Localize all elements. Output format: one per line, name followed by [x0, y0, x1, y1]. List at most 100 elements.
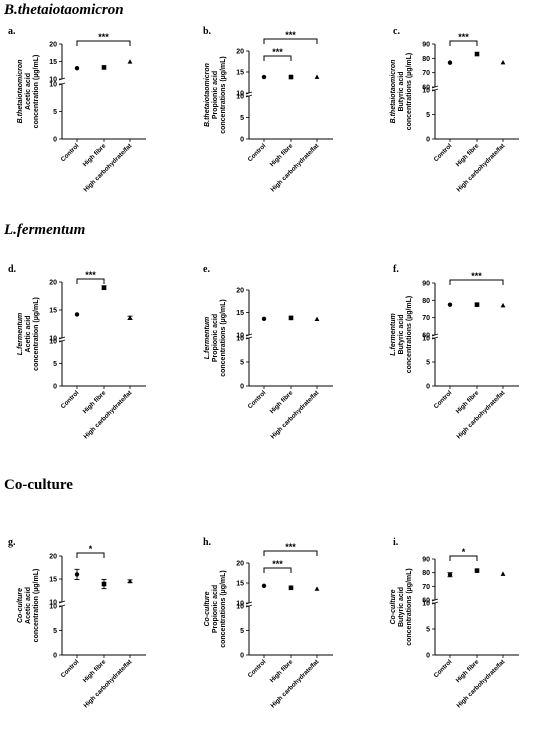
data-point-control	[74, 572, 80, 577]
y-tick-label: 10	[236, 336, 244, 343]
y-tick-label: 0	[240, 384, 244, 391]
section-title-coculture: Co-culture	[4, 477, 73, 493]
y-tick-label: 15	[236, 581, 244, 588]
x-category-label: High carbohydrate/fat	[455, 142, 507, 194]
y-tick-label: 15	[49, 308, 57, 315]
y-axis-label: Butyric acid	[398, 71, 405, 111]
x-category-label: Control	[433, 142, 454, 163]
x-category-label: High carbohydrate/fat	[269, 658, 321, 710]
x-category-label: High fibre	[269, 658, 295, 684]
y-axis-label: B.thetaiotaomicron	[204, 63, 211, 127]
y-tick-label: 20	[236, 288, 244, 295]
y-tick-label: 5	[426, 360, 430, 367]
y-tick-label: 5	[53, 361, 57, 368]
x-category-label: High fibre	[82, 658, 108, 684]
chart-panel-i: i. 60 70 80 90 0 5 10 Co-culture Butyric acid conc…	[390, 537, 519, 709]
y-tick-label: 10	[49, 339, 57, 346]
data-point-high-carb-fat	[500, 571, 506, 576]
x-category-label: High fibre	[455, 142, 481, 168]
y-tick-label: 90	[422, 281, 430, 288]
y-tick-label: 10	[49, 336, 57, 343]
data-point-high-carb-fat	[127, 59, 133, 64]
y-tick-label: 80	[422, 570, 430, 577]
y-tick-label: 20	[49, 554, 57, 561]
y-tick-label: 15	[49, 59, 57, 66]
y-tick-label: 20	[236, 561, 244, 568]
x-category-label: Control	[433, 658, 454, 679]
y-tick-label: 5	[53, 628, 57, 635]
data-point-high-fibre	[101, 285, 107, 290]
data-point-high-carb-fat	[314, 316, 320, 322]
x-category-label: High fibre	[82, 389, 108, 415]
y-tick-label: 5	[240, 115, 244, 122]
y-tick-label: 5	[53, 109, 57, 116]
chart-panel-g: g. 10 15 20 0 5 10 Co-culture Acetic acid concent…	[8, 537, 146, 709]
y-tick-label: 70	[422, 584, 430, 591]
data-point-high-fibre	[474, 568, 480, 573]
y-axis-label: Propionic acid	[212, 314, 219, 362]
y-axis-label: concentrations (µg/mL)	[406, 296, 413, 374]
y-tick-label: 60	[422, 598, 430, 605]
y-tick-label: 10	[49, 82, 57, 89]
data-point-high-fibre	[101, 65, 107, 70]
data-point-control	[447, 302, 453, 307]
significance-label: *	[89, 544, 93, 554]
data-point-high-fibre	[474, 51, 480, 57]
y-tick-label: 0	[426, 137, 430, 144]
y-tick-label: 10	[49, 77, 57, 84]
panel-label: a.	[8, 26, 16, 37]
data-point-high-fibre	[101, 581, 107, 587]
significance-bracket	[76, 40, 131, 46]
y-tick-label: 20	[49, 42, 57, 49]
x-category-label: Control	[60, 389, 81, 410]
y-tick-label: 0	[426, 384, 430, 391]
y-tick-label: 10	[236, 601, 244, 608]
significance-label: *	[462, 547, 466, 557]
y-tick-label: 15	[49, 577, 57, 584]
y-tick-label: 15	[236, 310, 244, 317]
y-tick-label: 90	[422, 42, 430, 49]
y-tick-label: 80	[422, 56, 430, 63]
y-tick-label: 10	[422, 336, 430, 343]
panel-label: b.	[203, 26, 212, 37]
chart-panel-a: a. 10 15 20 0 5 10 B.thetaiotaomicron Acetic aci…	[8, 26, 146, 193]
significance-label: ***	[471, 271, 482, 281]
y-axis-label: concentrations (µg/mL)	[220, 56, 227, 134]
y-axis-label: concentration (µg/mL)	[33, 55, 40, 129]
y-tick-label: 15	[236, 70, 244, 77]
panel-label: f.	[393, 264, 399, 275]
data-point-high-fibre	[288, 585, 294, 591]
x-category-label: High fibre	[455, 658, 481, 684]
significance-bracket	[263, 38, 318, 44]
data-point-high-fibre	[474, 302, 480, 307]
y-axis-label: Co-culture	[390, 589, 397, 624]
y-axis-label: B.thetaiotaomicron	[17, 60, 24, 124]
x-category-label: High carbohydrate/fat	[269, 389, 321, 441]
panel-label: g.	[8, 537, 16, 548]
section-title-lfermentum: L.fermentum	[4, 222, 86, 238]
y-axis-label: Co-culture	[204, 591, 211, 626]
x-category-label: Control	[60, 658, 81, 679]
y-tick-label: 0	[426, 653, 430, 660]
y-axis-label: Propionic acid	[212, 585, 219, 633]
y-axis-label: Acetic acid	[25, 73, 32, 110]
data-point-high-carb-fat	[127, 315, 133, 320]
y-tick-label: 10	[236, 604, 244, 611]
panel-label: d.	[8, 264, 17, 275]
significance-bracket	[263, 55, 292, 61]
y-axis-label: concentrations (µg/mL)	[220, 299, 227, 377]
data-point-high-fibre	[288, 74, 294, 80]
section-title-bthetaiotaomicron: B.thetaiotaomicron	[4, 2, 124, 18]
significance-label: ***	[98, 32, 109, 42]
y-tick-label: 20	[236, 49, 244, 56]
y-tick-label: 0	[240, 653, 244, 660]
significance-bracket	[449, 279, 504, 285]
y-tick-label: 10	[236, 91, 244, 98]
panel-label: c.	[393, 26, 400, 37]
y-tick-label: 5	[426, 627, 430, 634]
y-tick-label: 10	[422, 88, 430, 95]
y-tick-label: 0	[53, 653, 57, 660]
